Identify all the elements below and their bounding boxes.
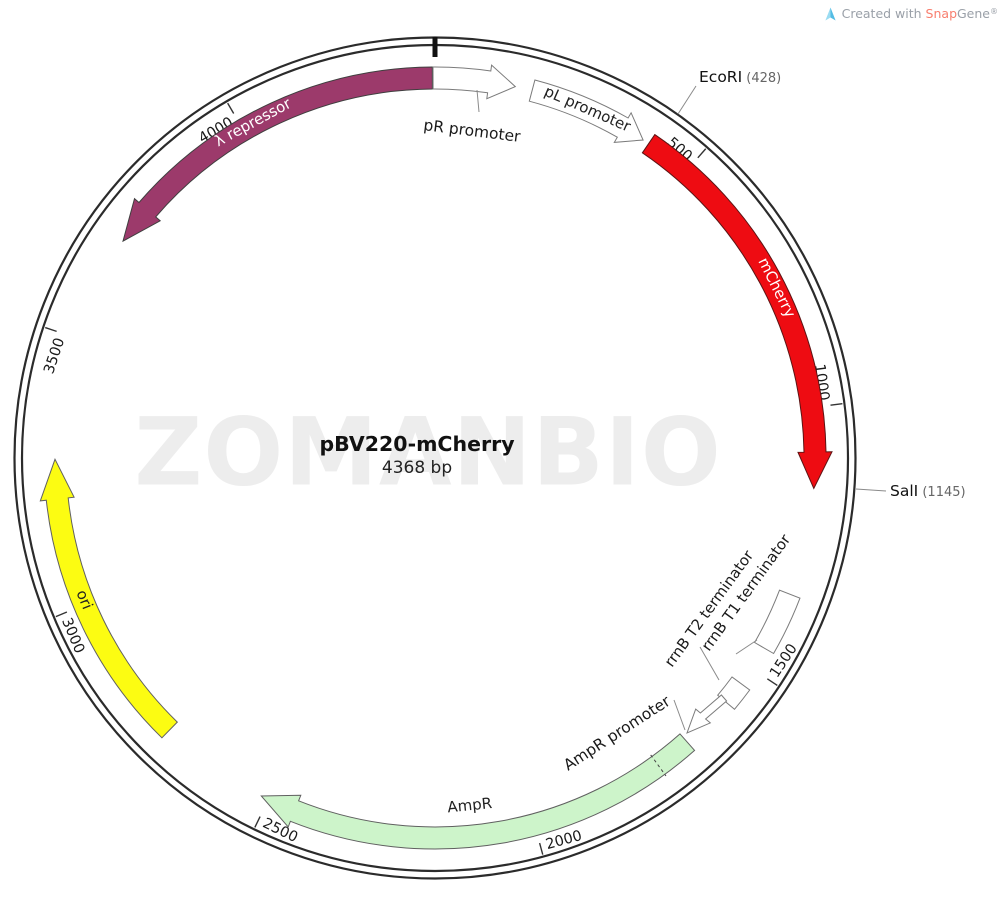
- ampr-promoter-position-dashes: [650, 754, 667, 777]
- plasmid-name: pBV220-mCherry: [319, 432, 515, 456]
- credit-brand-gene: Gene: [957, 5, 990, 21]
- feature-AmpR-promoter[interactable]: [686, 694, 728, 734]
- tick-2500: [254, 816, 261, 828]
- site-name-EcoRI: EcoRI: [699, 68, 742, 86]
- feature-ori[interactable]: [39, 458, 179, 739]
- credit-registered-mark: ®: [990, 6, 998, 16]
- rrnB-T2-terminator-label-leader-line: [699, 646, 720, 681]
- credit-text: Created with SnapGene®: [841, 5, 998, 21]
- tick-label-3500: 3500: [41, 336, 68, 376]
- feature-label-ori: ori: [73, 587, 97, 612]
- snapgene-logo-icon: [825, 7, 836, 21]
- tick-3500: [45, 326, 57, 333]
- tick-500: [697, 148, 707, 159]
- plasmid-size: 4368 bp: [381, 457, 453, 478]
- feature-lambda-repressor[interactable]: [122, 66, 433, 243]
- snapgene-credit: Created with SnapGene®: [824, 6, 998, 22]
- tick-3000: [55, 611, 68, 618]
- site-position-EcoRI: (428): [742, 71, 781, 86]
- SalI-leader-line: [855, 488, 887, 492]
- feature-mCherry[interactable]: [641, 133, 833, 490]
- watermark: ZOMANBIO: [134, 398, 722, 508]
- rrnB-T1-terminator-label-leader-line: [735, 639, 758, 655]
- feature-pL-promoter[interactable]: [528, 79, 644, 143]
- pR-promoter-label-leader-line: [476, 89, 480, 113]
- feature-pR-promoter[interactable]: [432, 64, 517, 100]
- feature-rrnB-T1-terminator[interactable]: [753, 589, 801, 655]
- credit-brand-snap: Snap: [925, 5, 957, 21]
- backbone-inner-ring: [20, 43, 850, 873]
- site-label-SalI: SalI (1145): [890, 482, 966, 500]
- tick-1500: [766, 678, 778, 687]
- tick-1000: [830, 402, 843, 406]
- plasmid-title-block: pBV220-mCherry 4368 bp: [319, 433, 514, 477]
- tick-2000: [538, 842, 544, 855]
- site-label-EcoRI: EcoRI (428): [699, 68, 781, 86]
- feature-label-AmpR: AmpR: [447, 794, 493, 816]
- site-name-SalI: SalI: [890, 482, 918, 500]
- tick-4000: [227, 102, 235, 114]
- credit-prefix: Created with: [841, 5, 926, 21]
- backbone-outer-ring: [13, 36, 857, 880]
- AmpR-promoter-label-leader-line: [673, 699, 686, 731]
- pR-promoter-label: pR promoter: [423, 116, 523, 146]
- feature-AmpR[interactable]: [260, 733, 696, 850]
- EcoRI-leader-line: [677, 85, 697, 115]
- site-position-SalI: (1145): [918, 485, 965, 500]
